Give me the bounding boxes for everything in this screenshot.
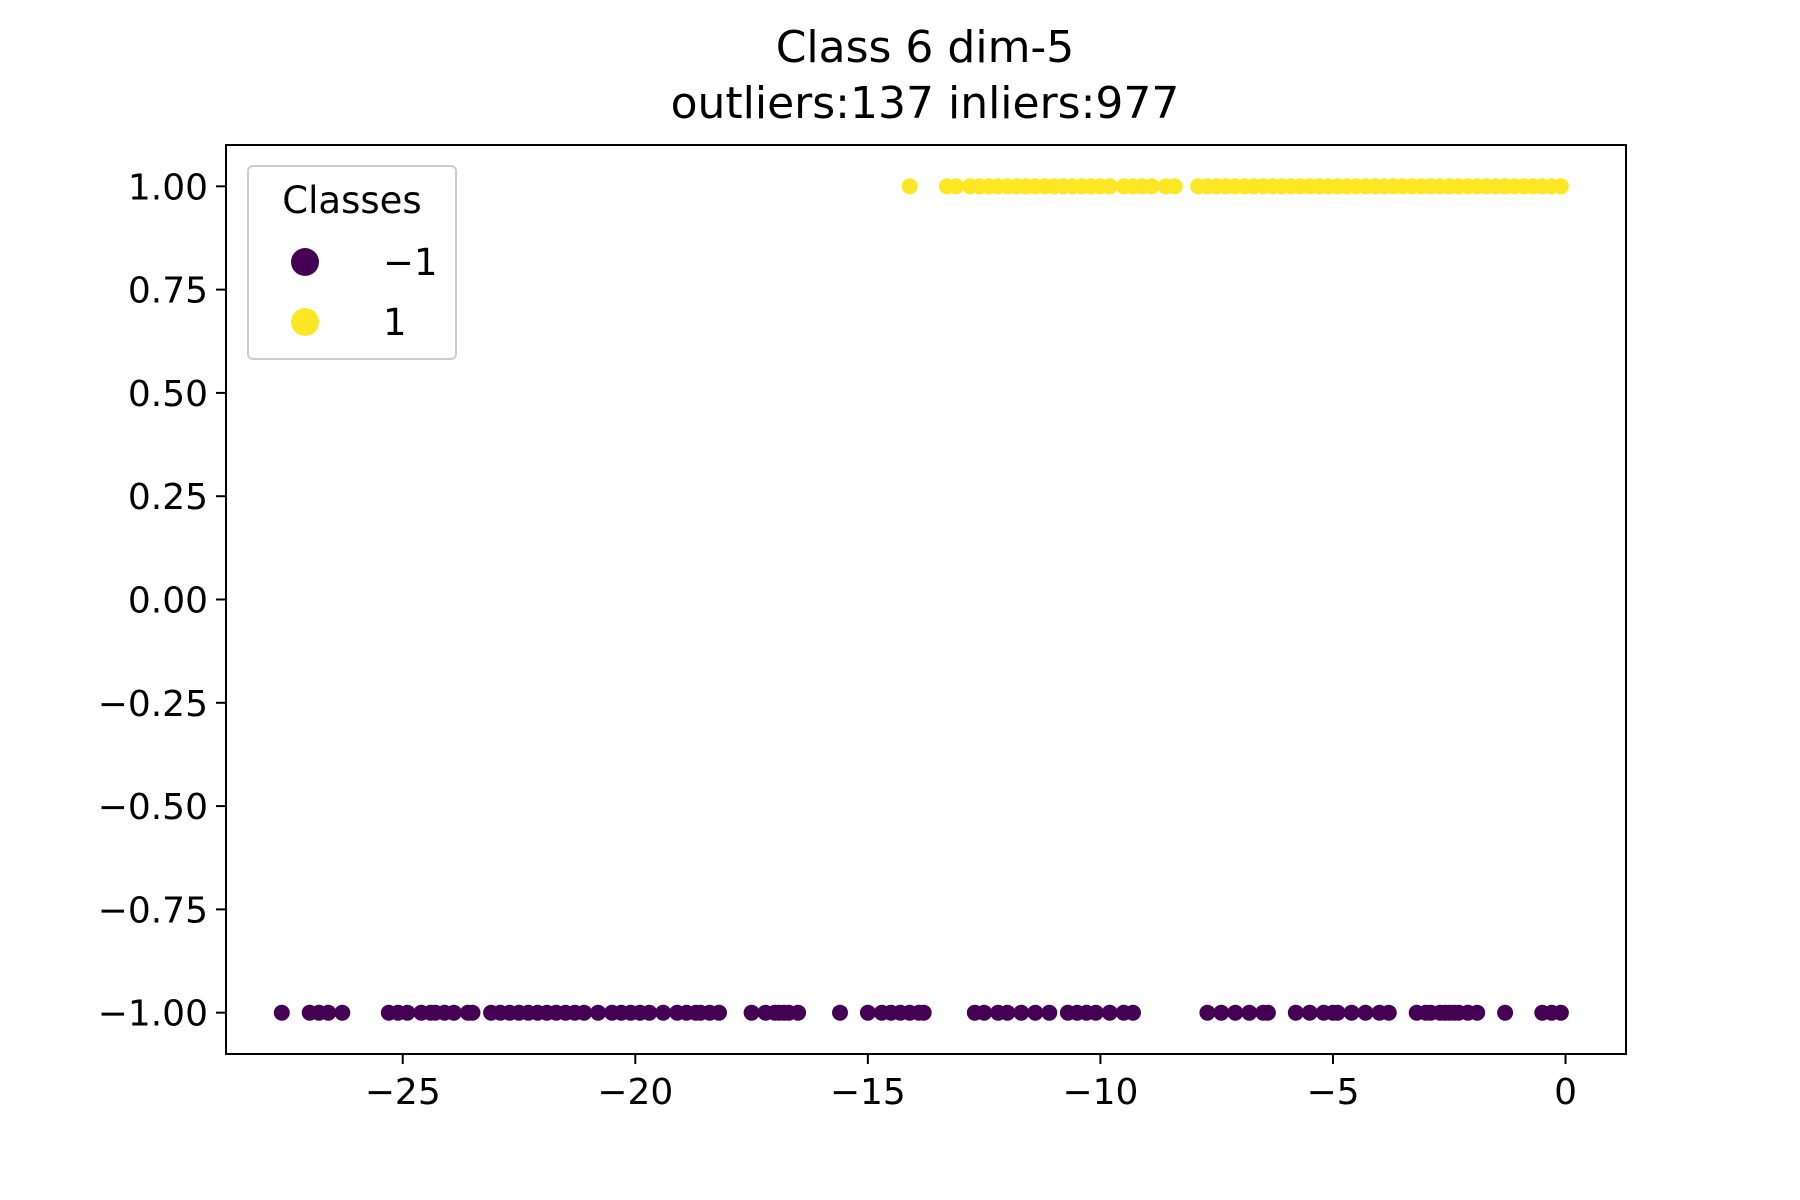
x-tick-label: −25 xyxy=(365,1072,441,1113)
data-point xyxy=(273,1004,290,1021)
x-tick-label: −15 xyxy=(830,1072,906,1113)
chart-title: Class 6 dim-5 xyxy=(776,22,1075,73)
y-tick-label: −0.50 xyxy=(98,787,208,828)
x-tick-label: 0 xyxy=(1554,1072,1577,1113)
data-point xyxy=(743,1004,760,1021)
y-tick-label: 0.00 xyxy=(128,581,208,622)
data-point xyxy=(1301,1004,1318,1021)
data-point xyxy=(859,1004,876,1021)
data-point xyxy=(399,1004,416,1021)
data-points xyxy=(273,178,1569,1021)
data-point xyxy=(334,1004,351,1021)
data-point xyxy=(1552,178,1569,195)
data-point xyxy=(915,1004,932,1021)
legend-entries: −11 xyxy=(291,241,438,344)
data-point xyxy=(1497,1004,1514,1021)
data-point xyxy=(1287,1004,1304,1021)
data-point xyxy=(1087,1004,1104,1021)
data-point xyxy=(948,178,965,195)
data-point xyxy=(1259,1004,1276,1021)
data-point xyxy=(1013,1004,1030,1021)
data-point xyxy=(1357,1004,1374,1021)
series-0 xyxy=(273,1004,1569,1021)
y-tick-label: 0.50 xyxy=(128,374,208,415)
data-point xyxy=(1101,178,1118,195)
data-point xyxy=(464,1004,481,1021)
data-point xyxy=(1241,1004,1258,1021)
data-point xyxy=(1125,1004,1141,1021)
data-point xyxy=(832,1004,848,1021)
y-tick-label: 0.25 xyxy=(128,477,208,518)
legend: Classes −11 xyxy=(247,165,457,360)
data-point xyxy=(976,1004,993,1021)
x-axis: −25 −20 −15 −10 −5 0 xyxy=(365,1054,1577,1113)
data-point xyxy=(320,1004,337,1021)
x-tick-label: −20 xyxy=(597,1072,673,1113)
data-point xyxy=(1041,1004,1058,1021)
data-point xyxy=(576,1004,593,1021)
data-point xyxy=(1552,1004,1569,1021)
data-point xyxy=(1143,178,1160,195)
data-point xyxy=(901,178,918,195)
data-point xyxy=(590,1004,607,1021)
y-tick-label: −0.25 xyxy=(98,684,208,725)
legend-marker xyxy=(291,308,319,336)
y-tick-label: 1.00 xyxy=(128,167,208,208)
data-point xyxy=(1380,1004,1397,1021)
data-point xyxy=(445,1004,462,1021)
data-point xyxy=(1329,1004,1346,1021)
data-point xyxy=(1166,178,1183,195)
data-point xyxy=(1227,1004,1244,1021)
data-point xyxy=(1213,1004,1230,1021)
legend-title: Classes xyxy=(282,179,421,222)
data-point xyxy=(1027,1004,1044,1021)
data-point xyxy=(1343,1004,1360,1021)
plot-area: −25 −20 −15 −10 −5 0 1.00 0.75 0.50 0.25 0.00 −0.2… xyxy=(98,144,1627,1113)
legend-label: 1 xyxy=(383,301,407,344)
data-point xyxy=(790,1004,807,1021)
data-point xyxy=(1101,1004,1118,1021)
data-point xyxy=(711,1004,727,1021)
x-tick-label: −5 xyxy=(1306,1072,1359,1113)
data-point xyxy=(1199,1004,1216,1021)
chart-subtitle: outliers:137 inliers:977 xyxy=(671,78,1180,129)
series-1 xyxy=(901,178,1569,195)
data-point xyxy=(1469,1004,1486,1021)
x-tick-label: −10 xyxy=(1062,1072,1138,1113)
legend-label: −1 xyxy=(383,241,438,284)
legend-marker xyxy=(291,248,319,276)
data-point xyxy=(999,1004,1016,1021)
data-point xyxy=(655,1004,672,1021)
y-tick-label: −1.00 xyxy=(98,994,208,1035)
y-axis: 1.00 0.75 0.50 0.25 0.00 −0.25 −0.50 −0.75 −1.00 xyxy=(98,167,226,1035)
data-point xyxy=(641,1004,658,1021)
y-tick-label: −0.75 xyxy=(98,890,208,931)
y-tick-label: 0.75 xyxy=(128,271,208,312)
